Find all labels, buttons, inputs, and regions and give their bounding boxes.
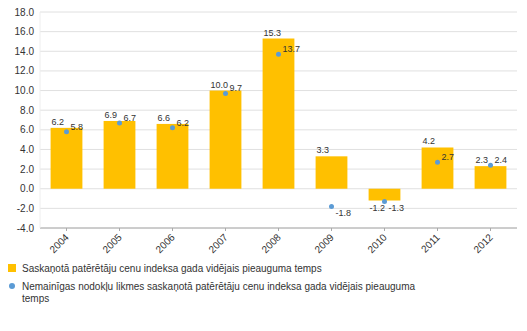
x-tick-label: 2012 <box>471 231 495 255</box>
dot-label: 5.8 <box>71 122 84 132</box>
x-tick <box>384 228 385 231</box>
legend-label-line: temps <box>22 293 49 304</box>
legend-label: Saskaņotā patērētāju cenu indeksa gada v… <box>22 263 322 274</box>
bar <box>157 124 189 189</box>
dot <box>64 129 69 134</box>
grid <box>40 12 517 228</box>
chart: -4.0 -2.0 0.0 2.0 4.0 6.0 8.0 10.0 12.0 14.0 16.0 1… <box>0 0 527 331</box>
x-tick-label: 2006 <box>153 231 177 255</box>
y-tick-label: -2.0 <box>17 203 35 214</box>
bar <box>210 91 242 189</box>
x-tick-label: 2007 <box>206 231 230 255</box>
dot <box>170 125 175 130</box>
bar-label: 3.3 <box>317 145 330 155</box>
bar <box>316 156 348 188</box>
dot-label: 6.2 <box>177 118 190 128</box>
legend-swatch <box>8 264 16 272</box>
x-tick <box>119 228 120 231</box>
dot <box>435 160 440 165</box>
legend: Saskaņotā patērētāju cenu indeksa gada v… <box>8 263 415 304</box>
data-labels: 6.2 6.9 6.6 10.0 15.3 3.3 -1.2 4.2 2.3 5.8 6.7 6.2 9… <box>52 28 507 219</box>
dot <box>276 52 281 57</box>
bar <box>422 147 454 188</box>
dot <box>223 91 228 96</box>
dot <box>329 204 334 209</box>
bar-label: 4.2 <box>423 136 436 146</box>
y-tick-label: 12.0 <box>15 65 35 76</box>
bar-label: 6.6 <box>158 113 171 123</box>
bar <box>104 121 136 189</box>
dot-label: 9.7 <box>230 83 243 93</box>
x-tick-label: 2005 <box>100 231 124 255</box>
legend-label-line: Saskaņotā patērētāju cenu indeksa gada v… <box>22 263 322 274</box>
y-tick-label: 10.0 <box>15 85 35 96</box>
bar-label: 15.3 <box>264 28 282 38</box>
y-tick-label: -4.0 <box>17 223 35 234</box>
bar <box>51 128 83 189</box>
grid-line <box>40 12 517 13</box>
y-tick-label: 8.0 <box>20 105 34 116</box>
y-tick-label: 14.0 <box>15 46 35 57</box>
y-tick-label: 0.0 <box>20 183 34 194</box>
y-tick-label: 6.0 <box>20 124 34 135</box>
bar-label: 10.0 <box>211 80 229 90</box>
x-tick <box>490 228 491 231</box>
dot-label: 2.7 <box>442 152 455 162</box>
y-tick-label: 16.0 <box>15 26 35 37</box>
x-tick-label: 2011 <box>419 231 442 254</box>
dot-label: 13.7 <box>283 44 301 54</box>
x-tick <box>172 228 173 231</box>
x-tick <box>278 228 279 231</box>
y-tick-label: 2.0 <box>20 164 34 175</box>
x-tick-label: 2004 <box>47 231 71 255</box>
legend-label: Nemainīgas nodokļu likmes saskaņotā patē… <box>22 281 415 304</box>
bar <box>475 166 507 189</box>
dot-label: -1.8 <box>336 208 352 218</box>
bar-label: 2.3 <box>476 155 489 165</box>
x-tick <box>331 228 332 231</box>
x-tick-label: 2009 <box>312 231 336 255</box>
bar <box>263 39 295 189</box>
dot <box>117 120 122 125</box>
bar-label: -1.2 <box>370 203 386 213</box>
y-tick-label: 4.0 <box>20 144 34 155</box>
marks <box>51 39 507 209</box>
legend-label-line: Nemainīgas nodokļu likmes saskaņotā patē… <box>22 281 415 292</box>
x-tick <box>66 228 67 231</box>
grid-line <box>40 208 517 209</box>
bar-label: 6.2 <box>52 117 65 127</box>
dot <box>488 163 493 168</box>
x-tick-label: 2008 <box>259 231 283 255</box>
bar <box>369 189 401 201</box>
x-tick <box>437 228 438 231</box>
y-range-line <box>40 12 41 228</box>
y-tick-label: 18.0 <box>15 7 35 18</box>
dot-label: 6.7 <box>124 113 137 123</box>
dot-label: -1.3 <box>389 203 405 213</box>
legend-swatch <box>9 283 15 289</box>
x-tick <box>225 228 226 231</box>
x-tick-label: 2010 <box>365 231 389 255</box>
dot-label: 2.4 <box>495 155 508 165</box>
bar-label: 6.9 <box>105 110 118 120</box>
